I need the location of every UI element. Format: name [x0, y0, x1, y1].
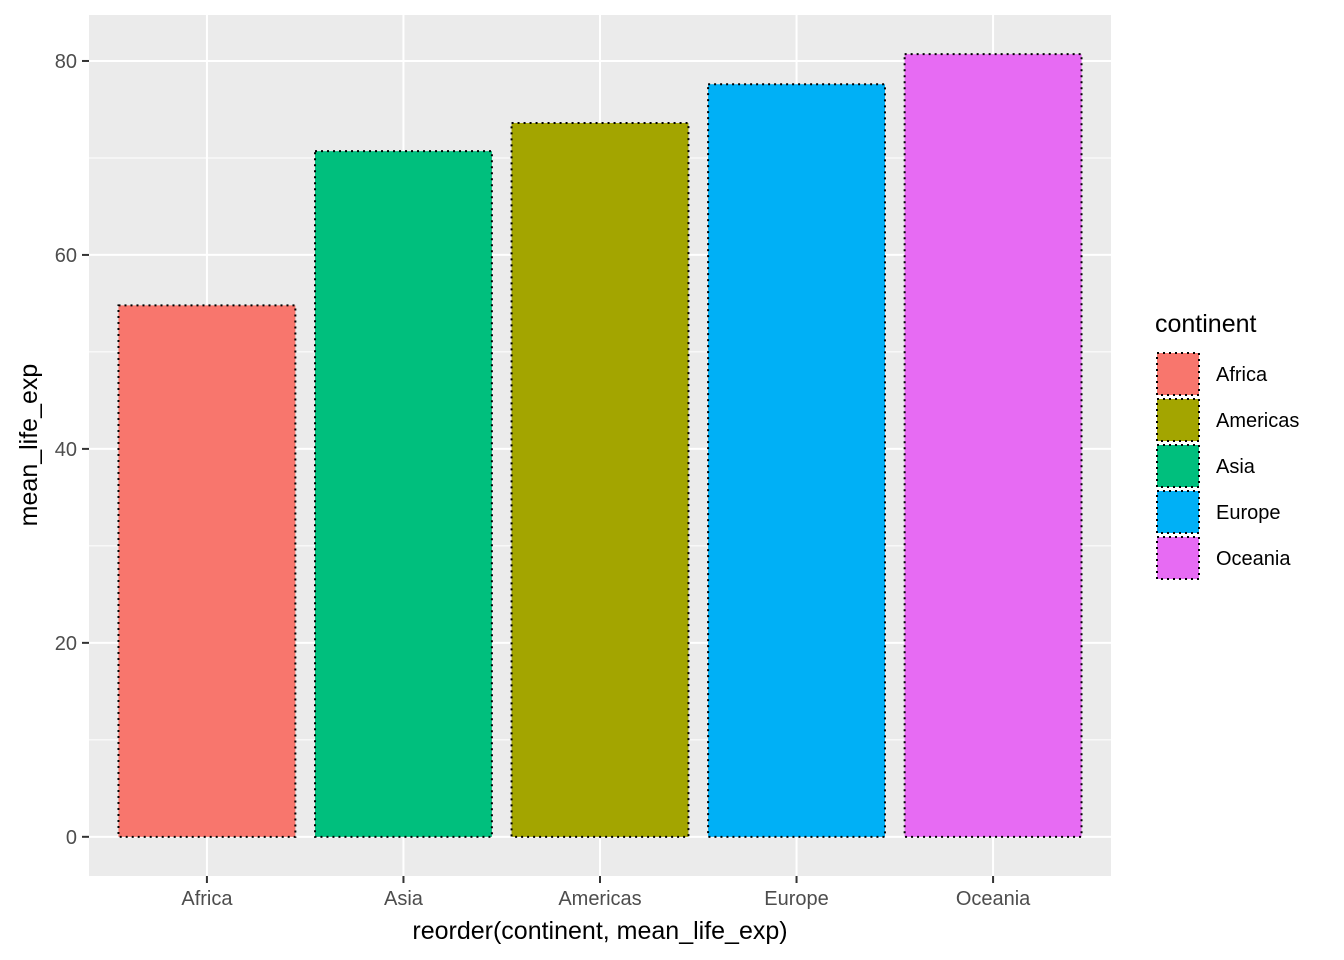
legend-key-africa — [1156, 352, 1200, 396]
x-tick-label: Europe — [764, 888, 829, 910]
x-tick-label: Africa — [181, 888, 233, 910]
legend-key-europe — [1156, 490, 1200, 534]
legend-label: Americas — [1216, 410, 1299, 432]
x-tick-label: Americas — [558, 888, 641, 910]
legend-label: Oceania — [1216, 548, 1291, 570]
x-axis-title: reorder(continent, mean_life_exp) — [412, 917, 787, 945]
y-tick-label: 0 — [66, 827, 77, 849]
bar-asia — [314, 150, 493, 838]
y-tick-label: 40 — [55, 439, 77, 461]
y-tick-label: 20 — [55, 633, 77, 655]
legend-key-oceania — [1156, 536, 1200, 580]
bar-africa — [117, 304, 297, 838]
legend: continent Africa Americas Asia Europe Oceani… — [1155, 310, 1299, 580]
legend-key-americas — [1156, 398, 1200, 442]
legend-key-asia — [1156, 444, 1200, 488]
legend-title: continent — [1155, 310, 1257, 338]
y-axis-title: mean_life_exp — [15, 364, 43, 527]
bars — [117, 53, 1083, 838]
bar-oceania — [903, 53, 1083, 838]
y-tick-label: 80 — [55, 51, 77, 73]
legend-label: Africa — [1216, 364, 1268, 386]
legend-label: Asia — [1216, 456, 1256, 478]
y-tick-label: 60 — [55, 245, 77, 267]
y-axis: 0 20 40 60 80 — [55, 51, 89, 849]
legend-label: Europe — [1216, 502, 1281, 524]
bar-europe — [707, 83, 886, 838]
bar-americas — [510, 122, 690, 838]
x-tick-label: Asia — [384, 888, 424, 910]
x-axis: Africa Asia Americas Europe Oceania — [181, 876, 1031, 910]
x-tick-label: Oceania — [956, 888, 1031, 910]
